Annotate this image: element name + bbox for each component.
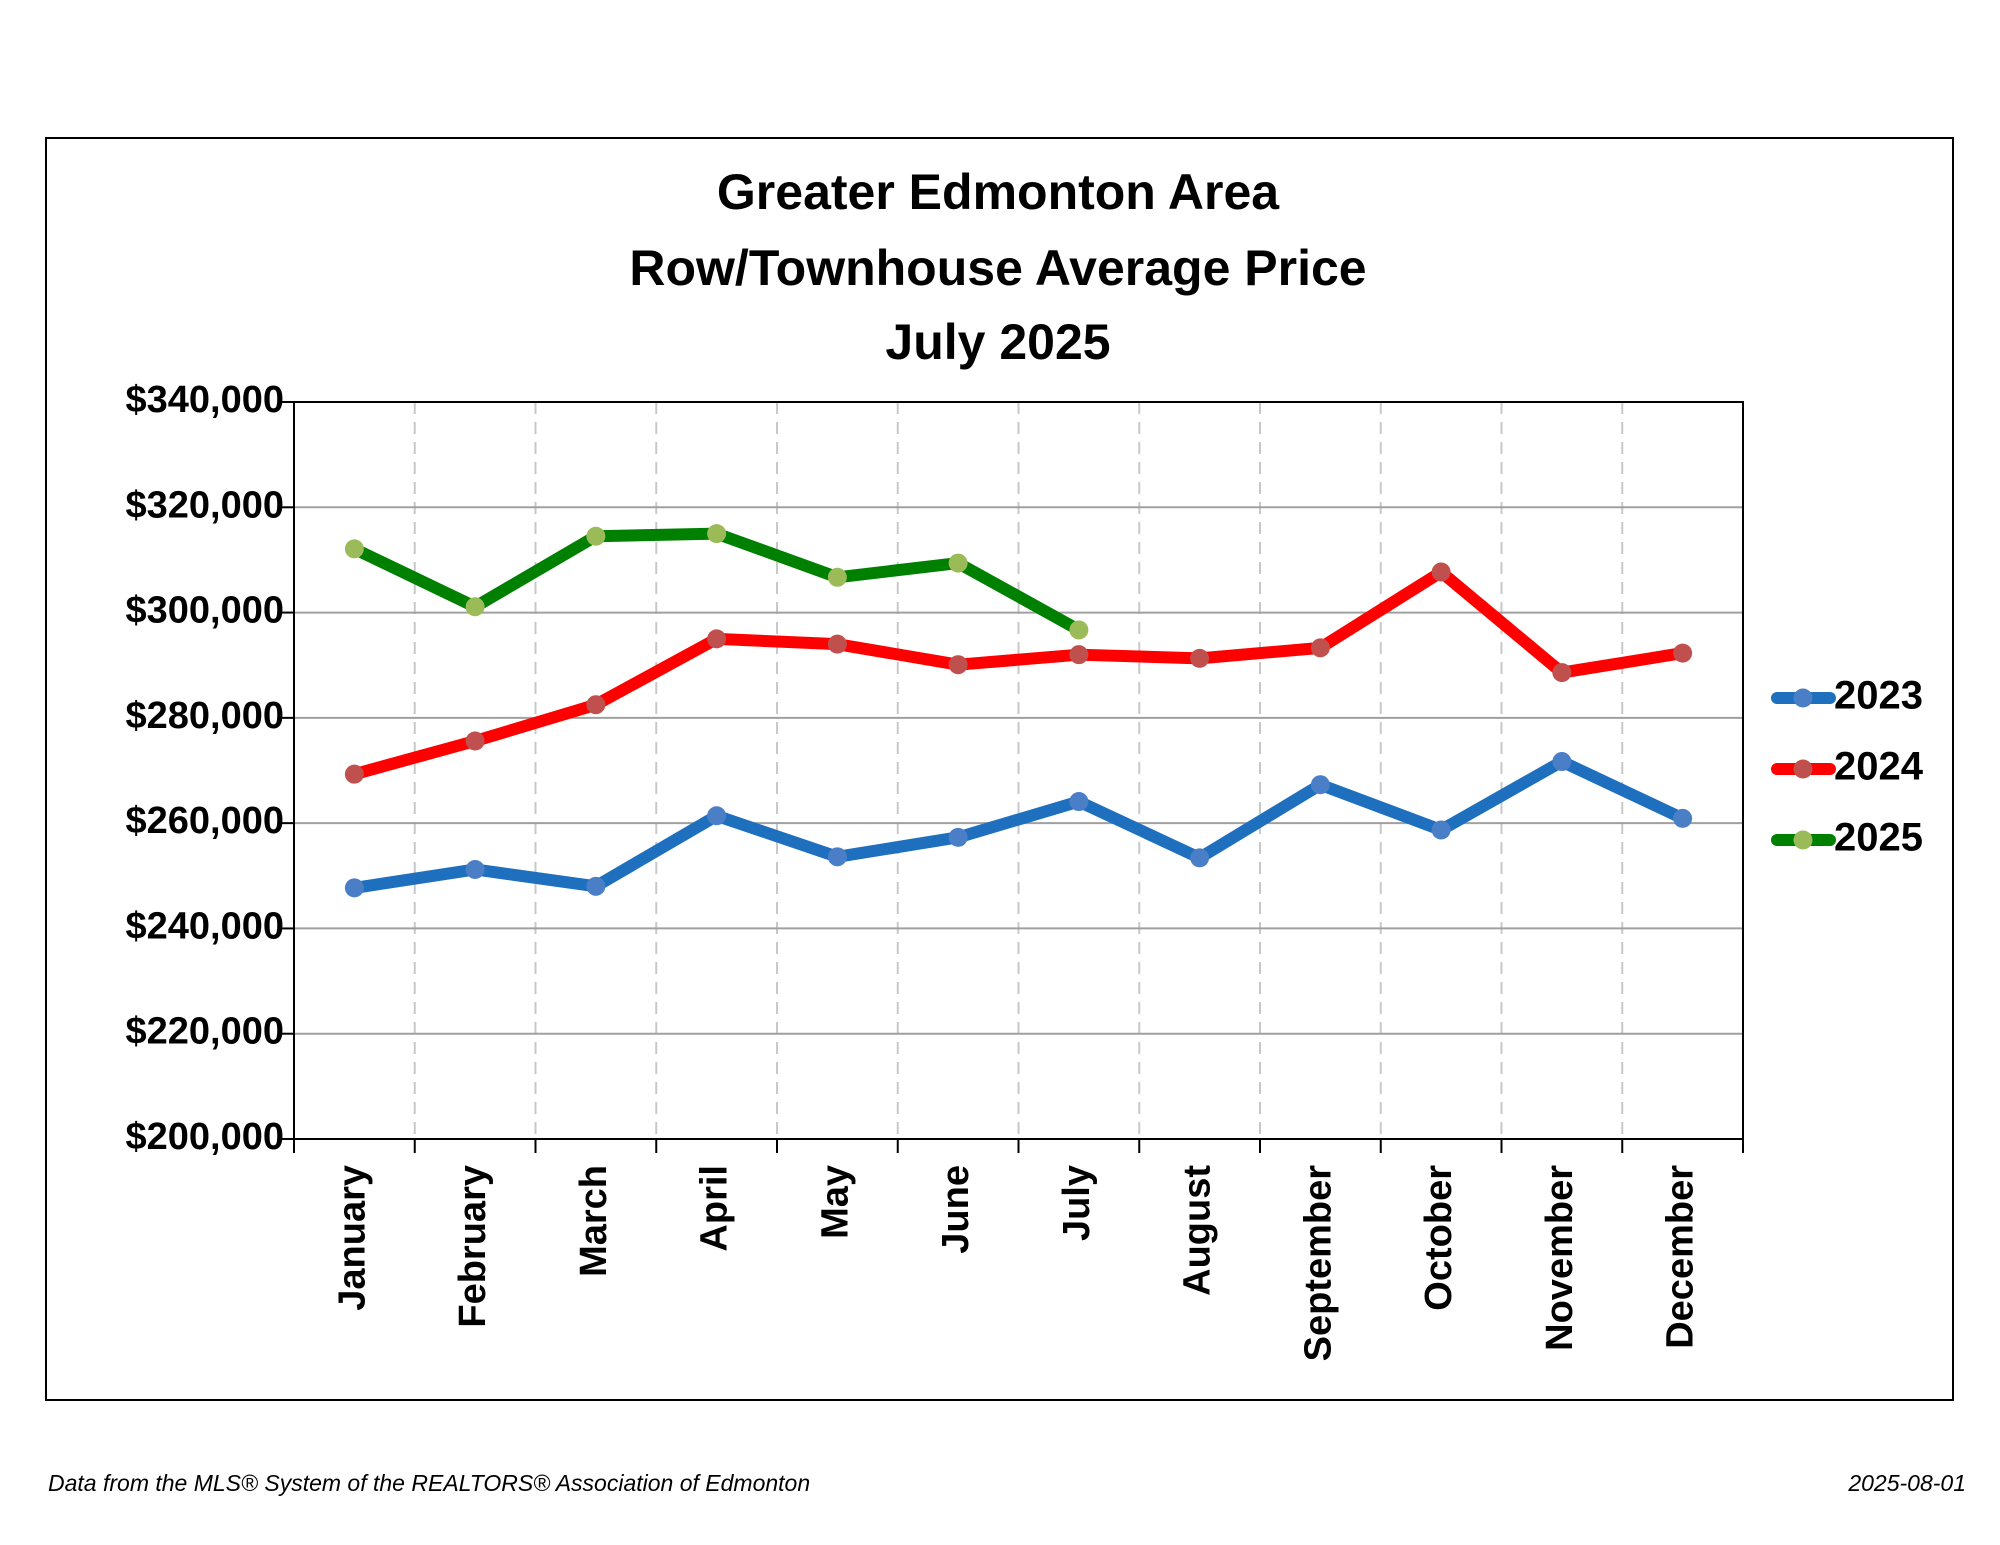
y-tick-label: $220,000 xyxy=(126,1011,285,1053)
y-tick-label: $340,000 xyxy=(126,379,285,421)
legend-label: 2024 xyxy=(1834,745,1924,789)
x-tick-label: June xyxy=(935,1165,977,1254)
data-point xyxy=(344,539,364,559)
y-tick-label: $320,000 xyxy=(126,484,285,526)
data-point xyxy=(1310,638,1330,658)
data-point xyxy=(948,655,968,675)
y-tick-label: $280,000 xyxy=(126,695,285,737)
data-point xyxy=(827,847,847,867)
x-tick-label: August xyxy=(1177,1165,1219,1296)
legend-marker xyxy=(1793,759,1813,779)
x-tick-label: May xyxy=(814,1165,856,1239)
data-point xyxy=(827,634,847,654)
x-tick-label: November xyxy=(1539,1165,1581,1351)
data-point xyxy=(1069,620,1089,640)
data-point xyxy=(707,524,727,544)
data-point xyxy=(1190,848,1210,868)
data-point xyxy=(465,731,485,751)
data-point xyxy=(1673,808,1693,828)
data-point xyxy=(1431,562,1451,582)
data-point xyxy=(948,827,968,847)
data-point xyxy=(948,553,968,573)
x-tick-label: February xyxy=(452,1165,494,1328)
y-tick-label: $240,000 xyxy=(126,905,285,947)
data-point xyxy=(827,567,847,587)
date: 2025-08-01 xyxy=(1847,1470,1966,1496)
x-tick-label: January xyxy=(331,1165,373,1311)
y-tick-label: $260,000 xyxy=(126,800,285,842)
series-line xyxy=(352,566,1684,780)
data-point xyxy=(465,597,485,617)
x-tick-label: September xyxy=(1297,1165,1339,1362)
data-point xyxy=(1552,752,1572,772)
legend-label: 2023 xyxy=(1834,674,1923,718)
data-point xyxy=(1069,792,1089,812)
legend-marker xyxy=(1793,688,1813,708)
data-point xyxy=(344,878,364,898)
x-tick-label: December xyxy=(1660,1165,1702,1349)
data-point xyxy=(586,695,606,715)
x-tick-label: October xyxy=(1418,1165,1460,1311)
chart-frame xyxy=(45,137,1954,1401)
y-tick-label: $200,000 xyxy=(126,1116,285,1158)
chart-title: July 2025 xyxy=(885,314,1110,370)
series-line xyxy=(353,755,1686,894)
legend-marker xyxy=(1793,830,1813,850)
data-point xyxy=(344,764,364,784)
data-point xyxy=(586,526,606,546)
data-point xyxy=(1673,643,1693,663)
data-point xyxy=(1190,648,1210,668)
data-point xyxy=(465,859,485,879)
chart-title: Greater Edmonton Area xyxy=(717,164,1280,220)
y-tick-label: $300,000 xyxy=(126,590,285,632)
chart-title: Row/Townhouse Average Price xyxy=(629,240,1366,296)
data-point xyxy=(1310,775,1330,795)
x-tick-label: April xyxy=(694,1165,736,1252)
data-point xyxy=(707,629,727,649)
data-point xyxy=(1069,645,1089,665)
x-tick-label: March xyxy=(573,1165,615,1277)
data-point xyxy=(707,806,727,826)
series-line xyxy=(351,527,1082,636)
x-tick-label: July xyxy=(1056,1165,1098,1241)
footnote: Data from the MLS® System of the REALTOR… xyxy=(48,1470,810,1496)
data-point xyxy=(586,876,606,896)
legend-label: 2025 xyxy=(1834,816,1923,860)
data-point xyxy=(1431,820,1451,840)
data-point xyxy=(1552,663,1572,683)
